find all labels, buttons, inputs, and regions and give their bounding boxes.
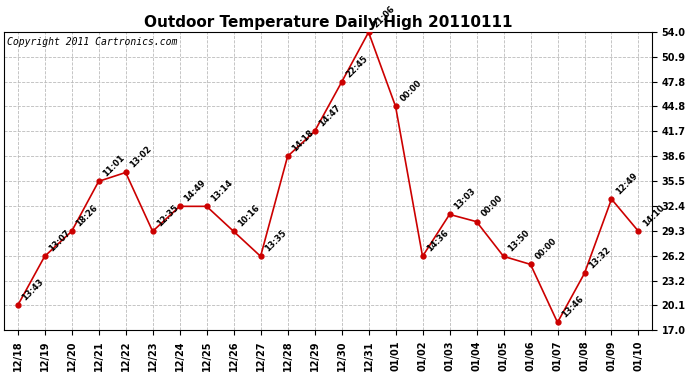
Text: 13:43: 13:43: [21, 278, 46, 303]
Text: 14:47: 14:47: [317, 104, 343, 129]
Text: 00:00: 00:00: [480, 194, 504, 219]
Text: 22:45: 22:45: [344, 54, 370, 80]
Text: 12:35: 12:35: [155, 203, 181, 228]
Text: 14:10: 14:10: [641, 203, 667, 228]
Text: 13:03: 13:03: [453, 186, 477, 211]
Text: 12:49: 12:49: [614, 171, 640, 196]
Text: 13:07: 13:07: [48, 228, 72, 254]
Text: 14:36: 14:36: [425, 228, 451, 254]
Text: 13:14: 13:14: [209, 178, 235, 204]
Title: Outdoor Temperature Daily High 20110111: Outdoor Temperature Daily High 20110111: [144, 15, 513, 30]
Text: 10:16: 10:16: [237, 203, 262, 228]
Text: 18:26: 18:26: [75, 203, 99, 228]
Text: 00:00: 00:00: [398, 79, 424, 104]
Text: 13:50: 13:50: [506, 228, 531, 254]
Text: Copyright 2011 Cartronics.com: Copyright 2011 Cartronics.com: [8, 37, 178, 47]
Text: 00:00: 00:00: [533, 237, 558, 262]
Text: 13:35: 13:35: [264, 228, 288, 254]
Text: 14:49: 14:49: [182, 178, 208, 204]
Text: 13:32: 13:32: [587, 245, 613, 270]
Text: 13:46: 13:46: [560, 294, 586, 320]
Text: 14:18: 14:18: [290, 128, 315, 154]
Text: 21:06: 21:06: [371, 4, 397, 30]
Text: 11:01: 11:01: [101, 153, 127, 178]
Text: 13:02: 13:02: [128, 144, 154, 170]
